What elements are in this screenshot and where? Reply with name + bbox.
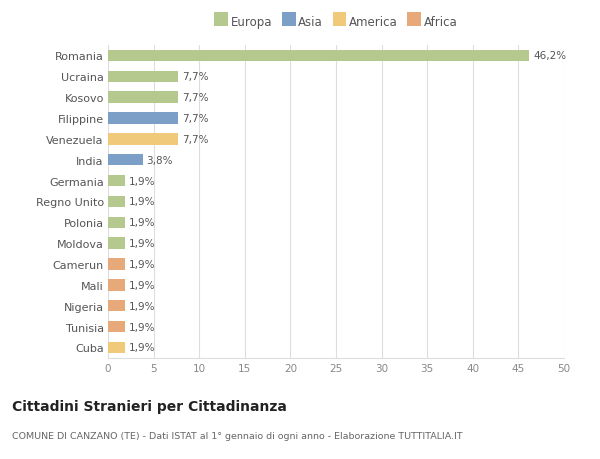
Text: 46,2%: 46,2% — [533, 51, 566, 62]
Legend: Europa, Asia, America, Africa: Europa, Asia, America, Africa — [209, 11, 463, 34]
Bar — [108, 72, 178, 83]
Text: 1,9%: 1,9% — [129, 239, 155, 249]
Text: 7,7%: 7,7% — [182, 114, 208, 124]
Bar — [108, 175, 125, 187]
Text: 1,9%: 1,9% — [129, 280, 155, 290]
Bar — [108, 134, 178, 145]
Bar — [108, 259, 125, 270]
Text: 7,7%: 7,7% — [182, 93, 208, 103]
Text: 1,9%: 1,9% — [129, 197, 155, 207]
Text: Cittadini Stranieri per Cittadinanza: Cittadini Stranieri per Cittadinanza — [12, 399, 287, 413]
Text: 1,9%: 1,9% — [129, 218, 155, 228]
Text: 1,9%: 1,9% — [129, 322, 155, 332]
Bar — [108, 92, 178, 104]
Bar — [108, 196, 125, 207]
Bar — [108, 217, 125, 229]
Bar — [108, 50, 529, 62]
Text: 7,7%: 7,7% — [182, 134, 208, 145]
Text: COMUNE DI CANZANO (TE) - Dati ISTAT al 1° gennaio di ogni anno - Elaborazione TU: COMUNE DI CANZANO (TE) - Dati ISTAT al 1… — [12, 431, 463, 441]
Bar — [108, 238, 125, 249]
Text: 7,7%: 7,7% — [182, 72, 208, 82]
Bar — [108, 321, 125, 332]
Bar — [108, 342, 125, 353]
Bar — [108, 280, 125, 291]
Bar — [108, 155, 143, 166]
Text: 1,9%: 1,9% — [129, 259, 155, 269]
Bar — [108, 300, 125, 312]
Bar — [108, 113, 178, 124]
Text: 1,9%: 1,9% — [129, 342, 155, 353]
Text: 1,9%: 1,9% — [129, 176, 155, 186]
Text: 3,8%: 3,8% — [146, 155, 173, 165]
Text: 1,9%: 1,9% — [129, 301, 155, 311]
